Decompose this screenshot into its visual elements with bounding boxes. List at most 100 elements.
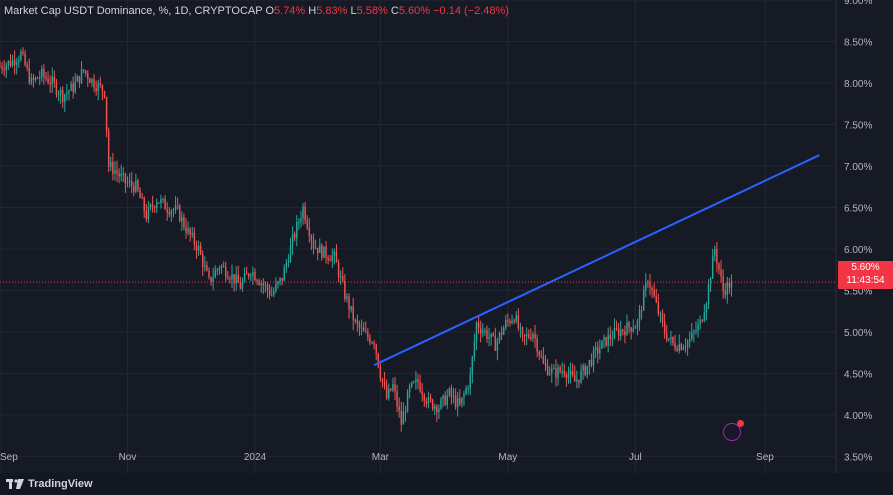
close-label: C (390, 5, 399, 17)
candle-body (674, 343, 676, 349)
candle-body (64, 94, 66, 102)
candle-body (28, 67, 30, 83)
candle-body (7, 60, 10, 66)
candle-body (636, 321, 639, 328)
candle-body (388, 388, 390, 399)
candle-body (584, 365, 586, 375)
candle-body (166, 209, 168, 213)
candle-body (730, 282, 733, 288)
candle-body (394, 384, 396, 392)
candle-body (534, 333, 536, 339)
x-tick-label: Sep (0, 452, 18, 463)
candle-body (335, 251, 338, 263)
candle-body (191, 232, 194, 235)
candle-body (266, 284, 269, 291)
candle-body (15, 62, 18, 65)
candle-body (89, 79, 91, 83)
candle-body (312, 240, 315, 249)
candle-body (693, 331, 695, 333)
candle-body (352, 306, 354, 321)
candle-body (544, 363, 547, 366)
open-label: O (265, 5, 275, 17)
candle-body (507, 320, 509, 322)
candle-body (34, 77, 37, 80)
candle-body (663, 321, 666, 334)
candle-body (1, 66, 3, 69)
candle-body (133, 185, 135, 192)
candle-body (427, 397, 430, 404)
candle-body (176, 205, 179, 207)
candle-body (243, 273, 246, 282)
candle-body (551, 368, 553, 374)
candle-body (327, 257, 329, 260)
tradingview-logo[interactable]: TradingView (6, 478, 93, 490)
candle-body (500, 332, 503, 335)
y-tick-label: 4.00% (844, 411, 872, 422)
candle-body (59, 89, 62, 95)
candle-body (622, 329, 624, 332)
candle-body (346, 296, 348, 299)
candle-body (291, 234, 294, 246)
candle-body (61, 89, 64, 102)
candle-body (141, 197, 143, 199)
candle-body (578, 379, 580, 383)
candle-body (661, 313, 664, 322)
candle-body (227, 277, 229, 279)
brand-name: TradingView (28, 478, 93, 490)
candle-body (199, 245, 202, 255)
candle-body (32, 77, 35, 80)
candle-body (308, 227, 311, 237)
candle-body (431, 399, 434, 410)
candle-body (0, 66, 1, 68)
candle-body (116, 170, 118, 174)
candle-body (440, 399, 442, 409)
candle-body (496, 340, 499, 351)
candle-body (256, 280, 258, 282)
candle-body (24, 53, 26, 65)
candle-body (724, 290, 726, 295)
candle-body (624, 331, 626, 336)
candle-body (444, 395, 446, 405)
candle-body (548, 373, 551, 375)
candle-body (467, 388, 469, 390)
candle-body (463, 393, 465, 398)
candle-body (682, 347, 685, 350)
y-tick-label: 5.00% (844, 328, 872, 339)
candle-body (298, 221, 300, 223)
candle-body (580, 370, 582, 383)
candle-body (43, 68, 45, 77)
candle-body (415, 379, 417, 382)
candle-body (235, 274, 237, 284)
candle-body (26, 64, 28, 68)
candle-body (486, 330, 488, 339)
candle-body (423, 394, 426, 401)
candle-body (657, 301, 660, 314)
y-tick-label: 8.50% (844, 37, 872, 48)
candle-body (530, 337, 532, 339)
candle-body (590, 360, 593, 366)
candle-body (609, 334, 612, 339)
candle-body (260, 283, 262, 285)
candle-body (421, 391, 423, 395)
candle-body (670, 336, 672, 339)
candle-body (383, 381, 386, 386)
candle-body (475, 322, 478, 342)
candle-body (214, 270, 217, 278)
candle-body (99, 83, 102, 86)
candle-body (369, 337, 371, 343)
close-value: 5.60% (398, 5, 431, 17)
candle-body (461, 397, 463, 405)
candle-body (70, 83, 72, 91)
candle-body (139, 190, 141, 198)
candle-body (120, 173, 122, 177)
candle-body (571, 370, 574, 376)
lightning-icon[interactable] (723, 420, 744, 441)
candle-body (728, 282, 731, 288)
bar-countdown: 11:43:54 (846, 275, 885, 286)
y-tick-label: 6.50% (844, 203, 872, 214)
candle-body (237, 274, 239, 283)
candle-body (118, 173, 120, 177)
candle-body (523, 334, 526, 337)
candle-body (49, 83, 51, 85)
